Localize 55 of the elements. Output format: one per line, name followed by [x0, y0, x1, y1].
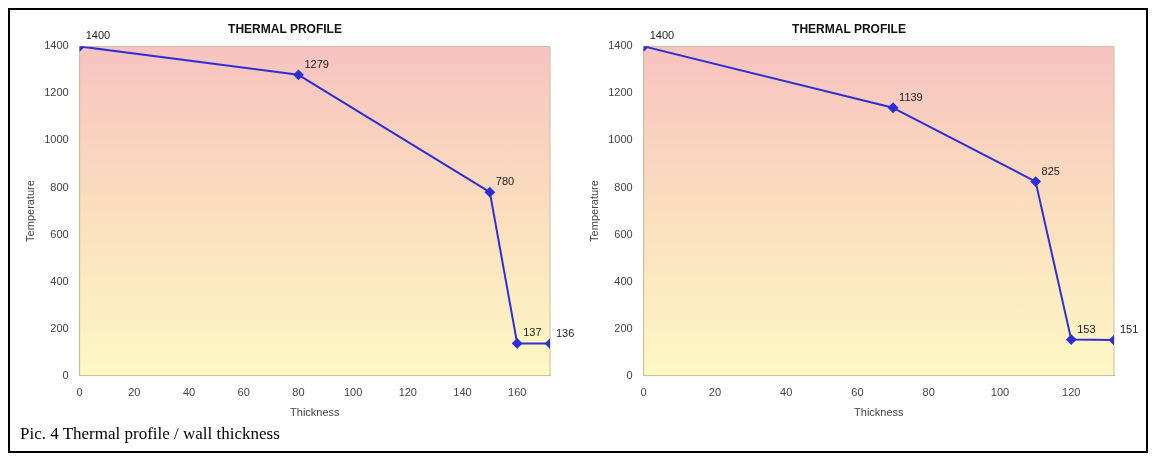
y-tick-label: 0 — [626, 368, 633, 381]
text: Pic. 4 Thermal profile / wall thickness — [20, 424, 281, 444]
point — [293, 69, 304, 80]
x-tick-label: 160 — [508, 386, 527, 399]
x-axis-title: Thickness — [290, 406, 341, 419]
y-tick-label: 1000 — [608, 133, 633, 146]
x-tick-label: 60 — [237, 386, 250, 399]
y-tick-label: 800 — [614, 180, 633, 193]
x-axis-title: Thickness — [854, 406, 905, 419]
x-tick-label: 0 — [640, 386, 647, 399]
data-label: 1400 — [649, 29, 675, 42]
y-tick-label: 200 — [614, 321, 633, 334]
point — [888, 102, 899, 113]
point — [1066, 334, 1077, 345]
y-tick-label: 800 — [50, 180, 69, 193]
data-label: 136 — [556, 326, 575, 339]
data-label: 780 — [495, 175, 515, 188]
data-label: 1279 — [304, 57, 329, 70]
y-tick-label: 200 — [50, 321, 69, 334]
chart-title: THERMAL PROFILE — [228, 21, 342, 36]
x-tick-label: 20 — [708, 386, 722, 399]
chart-title: THERMAL PROFILE — [792, 21, 906, 36]
y-tick-label: 600 — [614, 227, 633, 240]
y-tick-label: 400 — [614, 274, 633, 287]
x-tick-label: 0 — [76, 386, 83, 399]
x-tick-label: 20 — [128, 386, 141, 399]
y-tick-label: 1200 — [608, 86, 633, 99]
y-axis-title: Temperature — [23, 180, 36, 242]
x-tick-label: 40 — [780, 386, 793, 399]
x-tick-label: 140 — [453, 386, 472, 399]
point — [1030, 176, 1041, 187]
y-tick-label: 1400 — [608, 39, 633, 52]
data-label: 1139 — [899, 90, 923, 103]
point — [512, 338, 523, 349]
y-tick-label: 0 — [62, 368, 69, 381]
x-tick-label: 80 — [292, 386, 305, 399]
x-tick-label: 60 — [851, 386, 864, 399]
y-tick-label: 1200 — [44, 86, 69, 99]
x-tick-label: 120 — [1062, 386, 1081, 399]
x-tick-label: 120 — [398, 386, 417, 399]
y-tick-label: 600 — [50, 227, 69, 240]
y-tick-label: 400 — [50, 274, 69, 287]
data-label: 1400 — [85, 29, 111, 42]
x-tick-label: 100 — [343, 386, 363, 399]
x-tick-label: 40 — [182, 386, 196, 399]
data-label: 153 — [1077, 322, 1096, 335]
y-tick-label: 1400 — [44, 39, 69, 52]
data-label: 825 — [1041, 164, 1060, 177]
data-label: 151 — [1120, 323, 1139, 336]
data-label: 137 — [523, 326, 542, 339]
x-tick-label: 100 — [990, 386, 1010, 399]
point — [484, 187, 495, 198]
x-tick-label: 80 — [922, 386, 935, 399]
y-tick-label: 1000 — [44, 133, 69, 146]
y-axis-title: Temperature — [587, 180, 600, 242]
